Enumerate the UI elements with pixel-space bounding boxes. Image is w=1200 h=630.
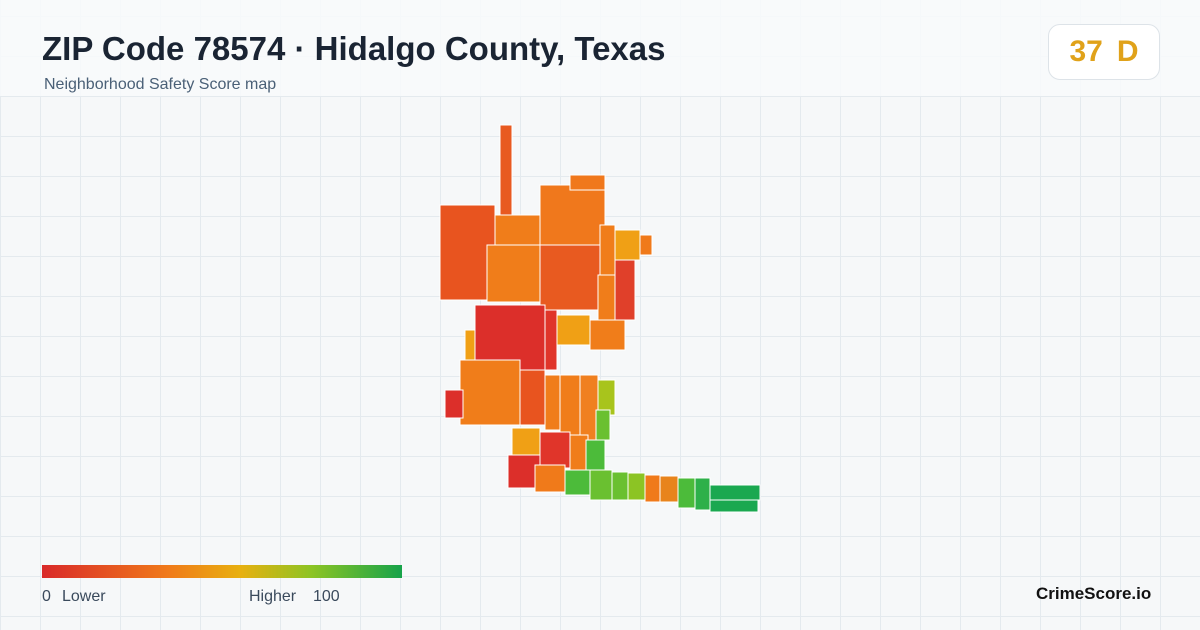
- brand: CrimeScore.io: [1036, 584, 1152, 603]
- title: ZIP Code 78574 · Hidalgo County, Texas: [42, 30, 666, 67]
- legend-gradient: [42, 565, 402, 578]
- score-value: 37: [1069, 35, 1103, 68]
- zip-area: [439, 124, 761, 513]
- subtitle: Neighborhood Safety Score map: [44, 76, 277, 93]
- legend-max: 100: [313, 588, 340, 605]
- score-badge: 37 D: [1048, 24, 1160, 80]
- legend-max-label: Higher: [249, 588, 297, 605]
- legend-min: 0: [42, 588, 51, 605]
- score-grade: D: [1116, 35, 1139, 68]
- legend-min-label: Lower: [62, 588, 106, 605]
- header-backdrop: [0, 0, 1200, 96]
